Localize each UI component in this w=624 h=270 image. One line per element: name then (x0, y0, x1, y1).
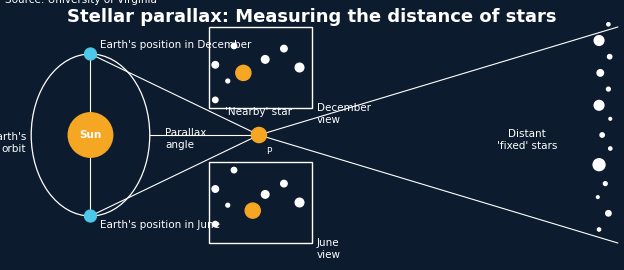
Text: Source: University of Virginia: Source: University of Virginia (5, 0, 157, 5)
Ellipse shape (600, 133, 604, 137)
Ellipse shape (84, 48, 97, 60)
Text: Sun: Sun (79, 130, 102, 140)
Ellipse shape (608, 55, 612, 59)
Text: Earth's position in December: Earth's position in December (100, 40, 252, 50)
Ellipse shape (603, 182, 607, 185)
Ellipse shape (67, 112, 114, 158)
Ellipse shape (84, 210, 97, 222)
Text: December
view: December view (317, 103, 371, 124)
Ellipse shape (597, 196, 599, 198)
Ellipse shape (226, 79, 230, 83)
Ellipse shape (609, 117, 612, 120)
Ellipse shape (236, 65, 251, 80)
Text: P: P (266, 147, 271, 156)
FancyBboxPatch shape (209, 27, 312, 108)
Ellipse shape (597, 228, 601, 231)
Ellipse shape (226, 203, 230, 207)
FancyBboxPatch shape (209, 162, 312, 243)
Ellipse shape (261, 191, 269, 198)
Text: Earth's
orbit: Earth's orbit (0, 132, 26, 154)
Text: June
view: June view (317, 238, 341, 259)
Ellipse shape (213, 97, 218, 103)
Ellipse shape (281, 45, 287, 52)
Ellipse shape (245, 203, 260, 218)
Ellipse shape (594, 36, 604, 45)
Ellipse shape (608, 147, 612, 150)
Ellipse shape (212, 186, 218, 192)
Ellipse shape (295, 63, 304, 72)
Ellipse shape (594, 100, 604, 110)
Ellipse shape (607, 87, 610, 91)
Text: Earth's position in June: Earth's position in June (100, 220, 220, 230)
Ellipse shape (251, 127, 266, 143)
Ellipse shape (212, 62, 218, 68)
Ellipse shape (232, 167, 236, 173)
Ellipse shape (607, 23, 610, 26)
Ellipse shape (232, 43, 236, 49)
Ellipse shape (213, 221, 218, 227)
Text: Parallax
angle: Parallax angle (165, 128, 207, 150)
Ellipse shape (593, 159, 605, 171)
Ellipse shape (295, 198, 304, 207)
Text: 'Nearby' star: 'Nearby' star (225, 107, 293, 117)
Ellipse shape (597, 70, 603, 76)
Ellipse shape (261, 56, 269, 63)
Ellipse shape (281, 180, 287, 187)
Text: Distant
'fixed' stars: Distant 'fixed' stars (497, 129, 557, 151)
Text: Stellar parallax: Measuring the distance of stars: Stellar parallax: Measuring the distance… (67, 8, 557, 26)
Ellipse shape (606, 211, 611, 216)
